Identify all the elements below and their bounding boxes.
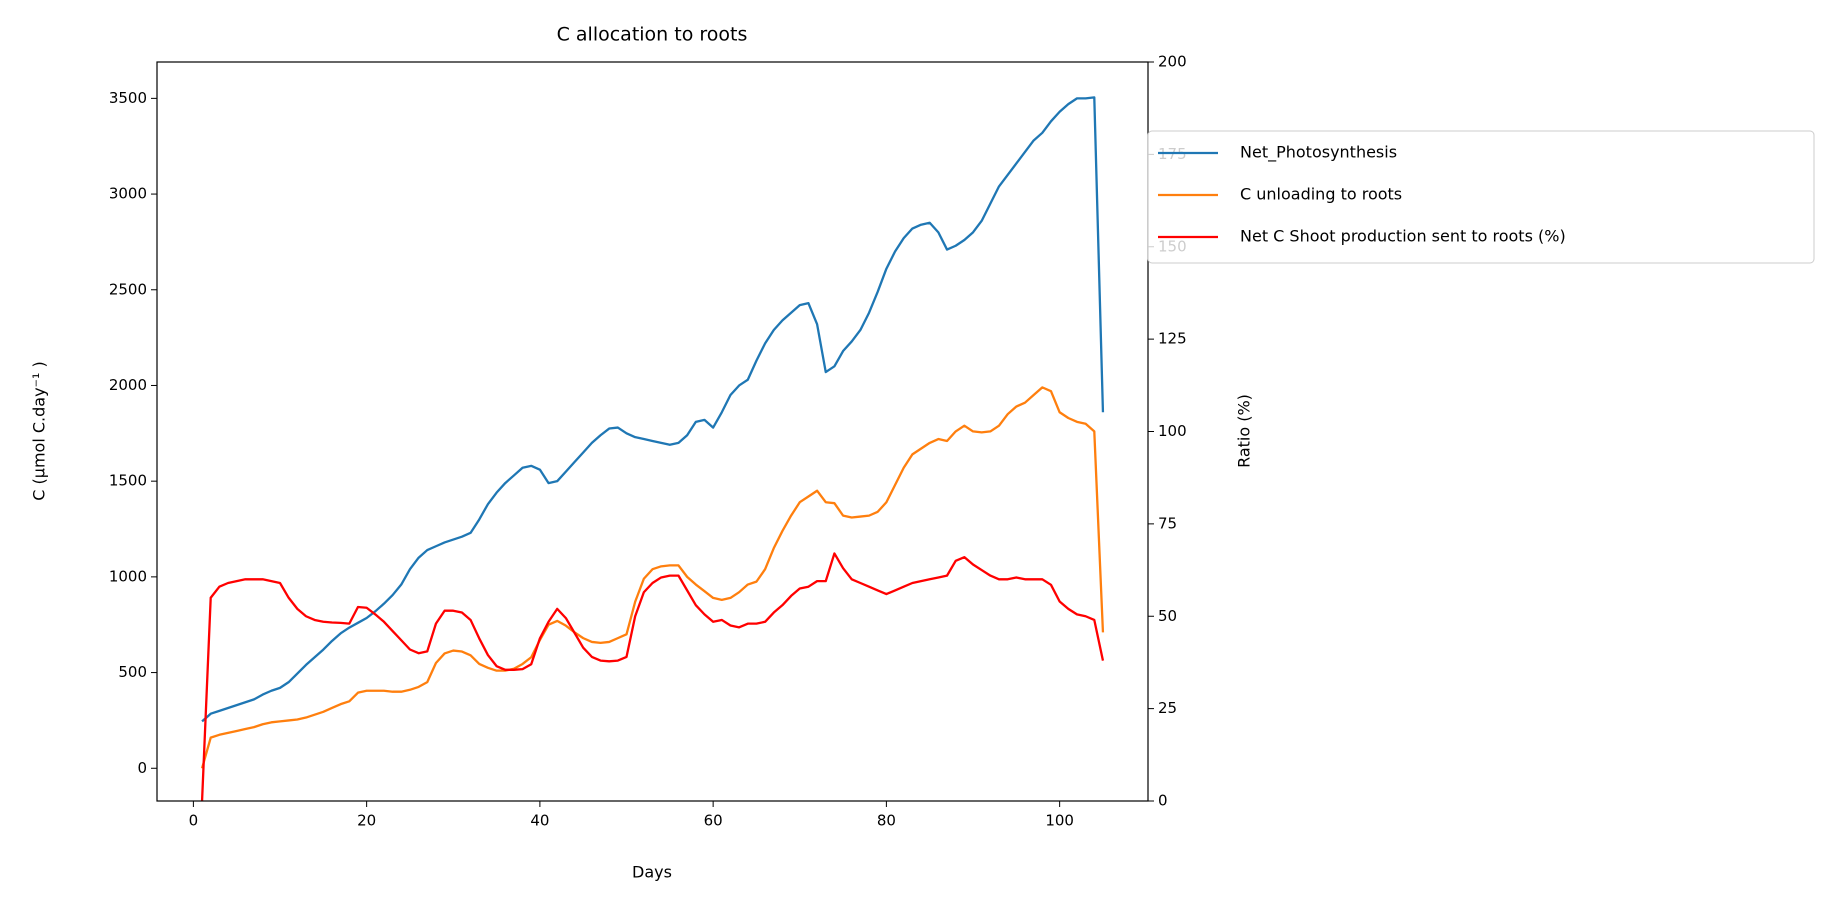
y2-tick-label: 125: [1158, 330, 1187, 348]
x-axis-label: Days: [632, 863, 672, 882]
y2-tick-label: 50: [1158, 607, 1177, 625]
y2-tick-label: 100: [1158, 422, 1187, 440]
y2-tick-label: 0: [1158, 792, 1168, 810]
legend-text: Net_Photosynthesis: [1240, 143, 1397, 163]
y-tick-label: 3500: [109, 89, 147, 107]
legend-box: [1147, 130, 1815, 264]
y2-tick-label: 25: [1158, 699, 1177, 717]
chart-title: C allocation to roots: [557, 24, 748, 46]
x-tick-label: 60: [704, 812, 723, 830]
x-tick-label: 0: [189, 812, 199, 830]
y-tick-label: 2500: [109, 280, 147, 298]
y-tick-label: 2000: [109, 376, 147, 394]
y2-axis-label: Ratio (%): [1235, 394, 1254, 468]
legend-text: C unloading to roots: [1240, 185, 1402, 204]
y-tick-label: 0: [137, 759, 147, 777]
y-tick-label: 1500: [109, 472, 147, 490]
x-tick-label: 20: [357, 812, 376, 830]
x-tick-label: 80: [877, 812, 896, 830]
x-tick-label: 100: [1045, 812, 1074, 830]
y-tick-label: 1000: [109, 567, 147, 585]
y2-tick-label: 200: [1158, 53, 1187, 71]
y-tick-label: 500: [118, 663, 147, 681]
y-tick-label: 3000: [109, 185, 147, 203]
y-axis-label: C (µmol C.day⁻¹ ): [30, 361, 49, 500]
series-line: [201, 96, 1105, 723]
series-line: [200, 386, 1105, 769]
axes-frame: [156, 61, 1149, 802]
series-line: [200, 552, 1105, 802]
y2-tick-label: 75: [1158, 514, 1177, 532]
legend-text: Net C Shoot production sent to roots (%): [1240, 227, 1566, 246]
x-tick-label: 40: [530, 812, 549, 830]
